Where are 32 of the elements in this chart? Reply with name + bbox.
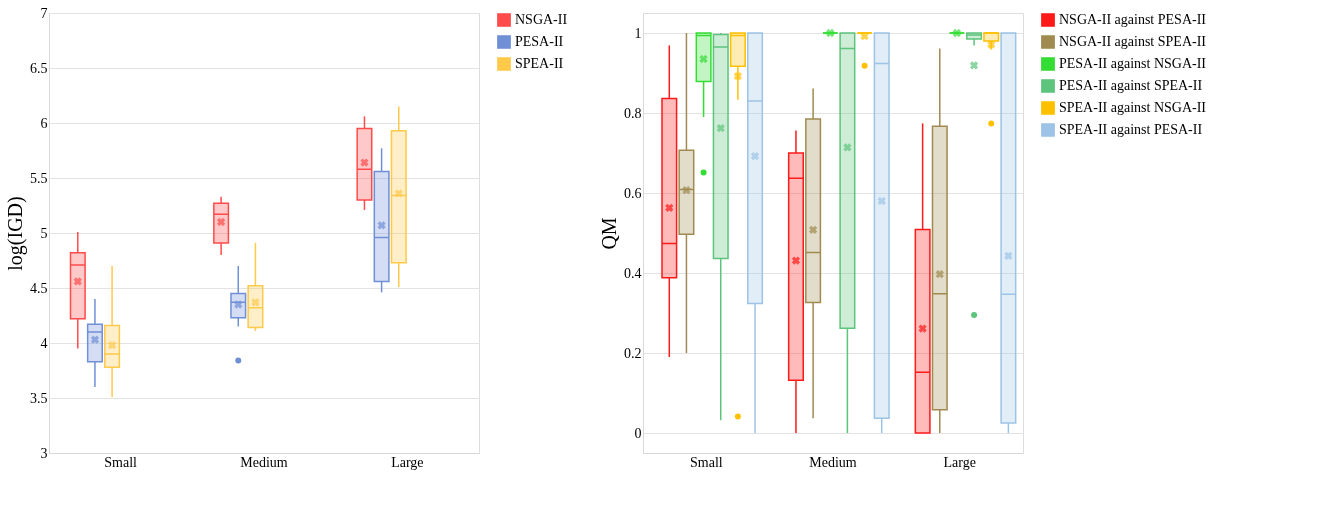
y-axis-title: log(IGD) (4, 196, 27, 271)
y-tick-label: 6 (40, 115, 48, 131)
y-tick-label: 0.6 (624, 185, 642, 201)
x-tick-label: Large (391, 454, 424, 470)
legend-label: SPEA-II against NSGA-II (1059, 100, 1207, 115)
y-tick-label: 0.8 (624, 105, 642, 121)
x-tick-label: Medium (240, 454, 288, 470)
y-tick-label: 7 (40, 5, 48, 21)
y-tick-label: 1 (634, 25, 642, 41)
legend-label: NSGA-II against PESA-II (1059, 12, 1207, 27)
x-tick-label: Medium (809, 454, 857, 470)
legend-label: SPEA-II against PESA-II (1059, 122, 1203, 137)
x-tick-label: Small (104, 454, 138, 470)
legend-label: NSGA-II against SPEA-II (1059, 34, 1207, 49)
y-tick-label: 4 (40, 335, 48, 351)
y-tick-label: 3 (40, 445, 48, 461)
x-tick-label: Large (943, 454, 976, 470)
y-tick-label: 6.5 (30, 60, 48, 76)
y-tick-label: 0 (634, 425, 642, 441)
x-tick-label: Small (690, 454, 723, 470)
y-tick-label: 3.5 (30, 390, 48, 406)
y-tick-label: 0.4 (624, 265, 642, 281)
legend-label: NSGA-II (515, 12, 568, 27)
y-tick-label: 5.5 (30, 170, 48, 186)
y-tick-label: 5 (40, 225, 48, 241)
legend-label: PESA-II against NSGA-II (1059, 56, 1207, 71)
legend-label: PESA-II (515, 34, 564, 49)
y-tick-label: 4.5 (30, 280, 48, 296)
y-tick-label: 0.2 (624, 345, 642, 361)
legend-label: PESA-II against SPEA-II (1059, 78, 1203, 93)
legend-label: SPEA-II (515, 56, 564, 71)
y-axis-title: QM (598, 217, 620, 250)
